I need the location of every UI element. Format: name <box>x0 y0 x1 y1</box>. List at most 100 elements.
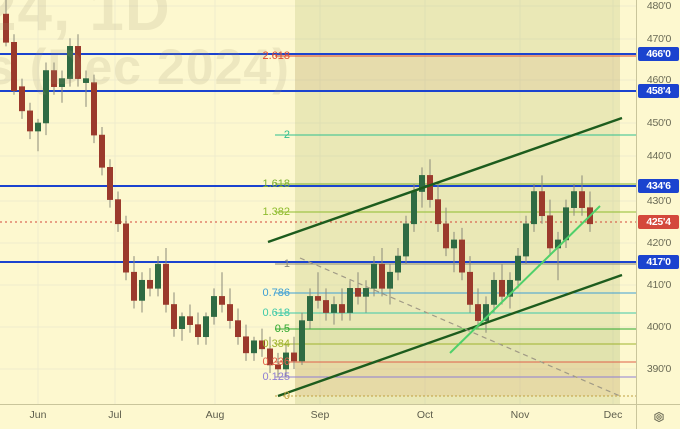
chart-plot-area[interactable]: 24, 1D s (Dec 2024) 2.618 2 1.618 1.382 1 0.7… <box>0 0 636 404</box>
chart-canvas <box>0 0 636 404</box>
candle-body[interactable] <box>139 279 146 301</box>
candle-body[interactable] <box>258 340 265 350</box>
candle-body[interactable] <box>91 82 98 136</box>
candle-body[interactable] <box>330 304 337 313</box>
candle-body[interactable] <box>514 255 521 281</box>
candle-body[interactable] <box>42 70 49 124</box>
price-level-badge[interactable]: 466'0 <box>638 47 679 61</box>
trend-line[interactable] <box>449 205 601 354</box>
candle-body[interactable] <box>171 304 178 329</box>
fib-level-label: 0.618 <box>262 307 290 319</box>
candle-body[interactable] <box>506 279 513 297</box>
current-price-badge[interactable]: 425'4 <box>638 215 679 229</box>
candle-body[interactable] <box>195 324 202 338</box>
candle-body[interactable] <box>163 263 170 305</box>
trend-line[interactable] <box>299 257 621 397</box>
candle-body[interactable] <box>482 304 489 321</box>
fib-level-label: 0.384 <box>262 338 290 350</box>
candle-body[interactable] <box>251 340 258 354</box>
fib-line-group <box>275 55 636 397</box>
candle-body[interactable] <box>378 263 385 289</box>
candle-body[interactable] <box>370 263 377 289</box>
candle-body[interactable] <box>466 271 473 305</box>
price-tick-label: 460'0 <box>646 74 672 86</box>
candle-body[interactable] <box>2 13 10 43</box>
candle-body[interactable] <box>266 348 273 366</box>
candle-body[interactable] <box>410 191 417 225</box>
fib-level-label: 0.236 <box>262 356 290 368</box>
candle-body[interactable] <box>362 288 369 297</box>
candle-body[interactable] <box>354 288 361 297</box>
price-scale[interactable]: 480'0 470'0 460'0 450'0 440'0 430'0 420'0 410'0… <box>636 0 680 404</box>
price-level-badge[interactable]: 458'4 <box>638 84 679 98</box>
candle-body[interactable] <box>219 296 226 305</box>
candle-body[interactable] <box>235 320 242 338</box>
candle-body[interactable] <box>530 191 537 225</box>
time-scale[interactable]: Jun Jul Aug Sep Oct Nov Dec <box>0 404 636 429</box>
candle-body[interactable] <box>155 263 162 289</box>
time-tick-label: Oct <box>416 409 434 421</box>
candle-body[interactable] <box>418 175 425 192</box>
candle-body[interactable] <box>131 271 138 301</box>
candle-body[interactable] <box>298 320 305 362</box>
candle-body[interactable] <box>538 191 545 217</box>
trend-line[interactable] <box>277 273 623 398</box>
candle-body[interactable] <box>99 134 106 168</box>
candle-body[interactable] <box>434 199 441 225</box>
trend-line-group <box>267 116 623 398</box>
candle-body[interactable] <box>458 239 465 273</box>
chart-settings-corner[interactable] <box>636 404 680 429</box>
candle-body[interactable] <box>67 46 74 79</box>
candle-body[interactable] <box>227 304 234 321</box>
candle-body[interactable] <box>490 279 497 305</box>
candle-body[interactable] <box>386 271 393 289</box>
candle-body[interactable] <box>426 175 433 200</box>
candle-body[interactable] <box>474 304 481 321</box>
candle-body[interactable] <box>58 78 65 87</box>
candle-body[interactable] <box>442 223 449 249</box>
candle-body[interactable] <box>570 191 577 208</box>
candle-body[interactable] <box>187 316 194 325</box>
price-tick-label: 470'0 <box>646 33 672 45</box>
candle-body[interactable] <box>562 207 569 241</box>
gear-icon[interactable] <box>651 409 668 426</box>
candle-body[interactable] <box>115 199 122 225</box>
candle-body[interactable] <box>274 364 281 370</box>
candle-body[interactable] <box>243 336 250 354</box>
horizontal-line-group <box>0 53 636 263</box>
candle-body[interactable] <box>107 167 114 200</box>
candle-body[interactable] <box>306 296 313 321</box>
fib-level-label: 1.382 <box>262 206 290 218</box>
candle-body[interactable] <box>346 288 353 313</box>
candle-body[interactable] <box>522 223 529 257</box>
candle-body[interactable] <box>402 223 409 257</box>
candle-body[interactable] <box>18 86 25 112</box>
candle-body[interactable] <box>282 352 289 370</box>
candle-body[interactable] <box>147 279 154 289</box>
candle-body[interactable] <box>203 316 210 338</box>
candle-body[interactable] <box>11 41 18 92</box>
candle-body[interactable] <box>394 255 401 273</box>
candle-body[interactable] <box>50 70 57 87</box>
candle-body[interactable] <box>211 296 218 317</box>
candle-body[interactable] <box>322 300 329 313</box>
price-level-badge[interactable]: 417'0 <box>638 255 679 269</box>
candle-body[interactable] <box>34 122 41 132</box>
candle-body[interactable] <box>123 223 130 273</box>
candle-body[interactable] <box>578 191 585 208</box>
candle-body[interactable] <box>498 279 505 297</box>
candle-body[interactable] <box>75 46 82 79</box>
time-tick-label: Sep <box>310 409 330 421</box>
price-tick-label: 480'0 <box>646 0 672 12</box>
candle-body[interactable] <box>26 110 33 132</box>
price-level-badge[interactable]: 434'6 <box>638 179 679 193</box>
candle-body[interactable] <box>338 304 345 313</box>
candle-body[interactable] <box>314 296 321 301</box>
candle-body[interactable] <box>450 239 457 249</box>
trend-line[interactable] <box>267 116 623 244</box>
candle-body[interactable] <box>83 78 90 83</box>
candle-body[interactable] <box>179 316 186 329</box>
fib-level-label: 0.125 <box>262 371 290 383</box>
candle-body[interactable] <box>546 215 553 249</box>
candle-body[interactable] <box>290 352 297 362</box>
